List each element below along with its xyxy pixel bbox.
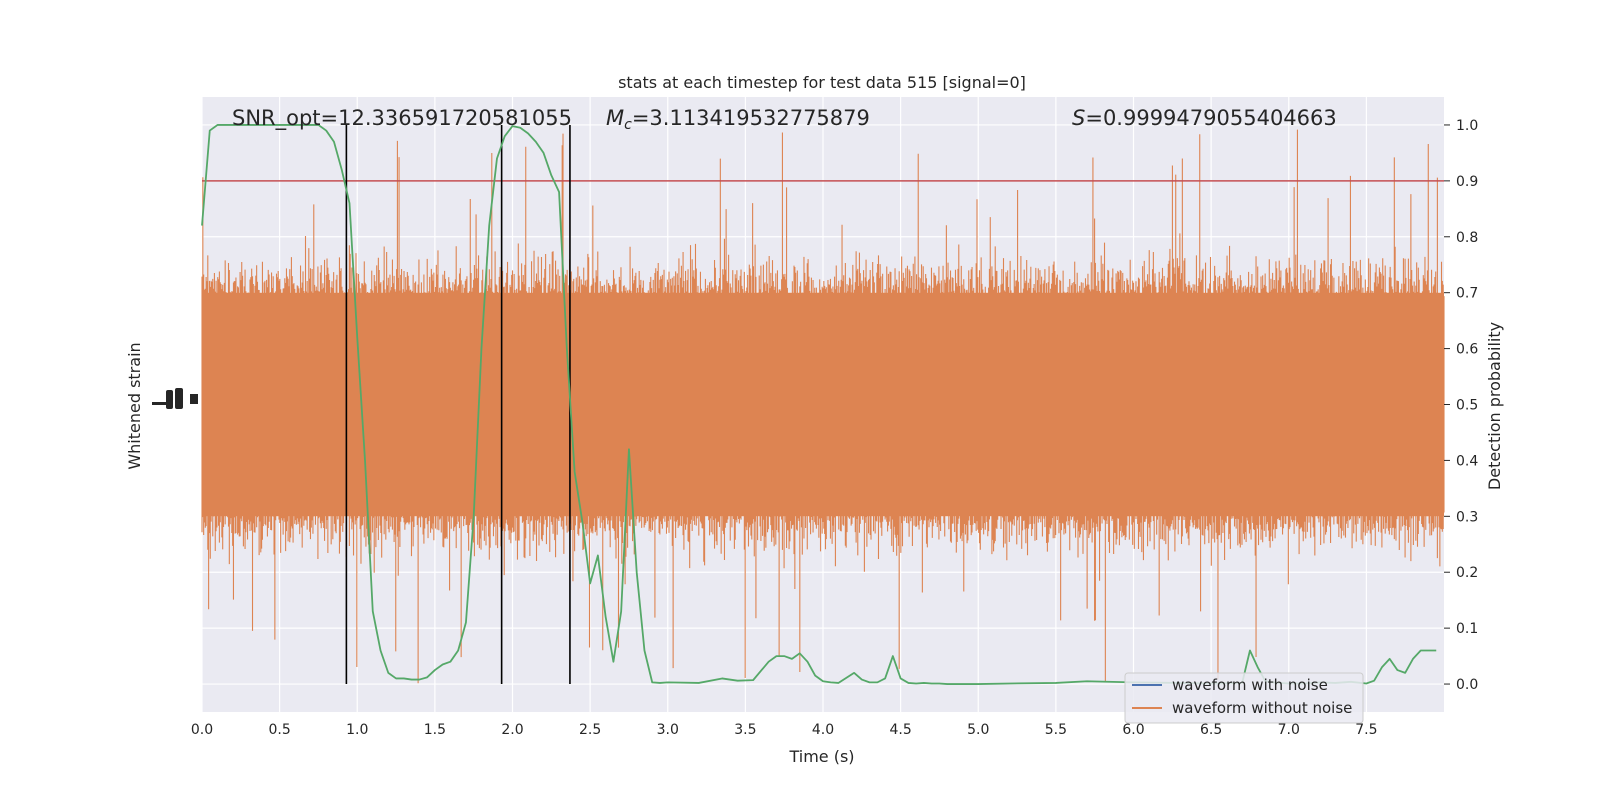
x-tick-label: 0.0 — [191, 722, 213, 738]
y-right-tick-label: 0.5 — [1456, 398, 1478, 414]
x-tick-label: 2.0 — [501, 722, 523, 738]
y-axis-label-right: Detection probability — [1485, 322, 1504, 490]
legend-label-with-noise: waveform with noise — [1172, 676, 1328, 694]
x-tick-label: 6.5 — [1200, 722, 1222, 738]
x-tick-label: 7.0 — [1278, 722, 1300, 738]
y-right-tick-labels: 0.0 0.1 0.2 0.3 0.4 0.5 0.6 0.7 0.8 0.9 1.0 — [1444, 118, 1478, 693]
x-tick-label: 2.5 — [579, 722, 601, 738]
x-tick-label: 4.5 — [889, 722, 911, 738]
legend-box — [1124, 672, 1364, 724]
y-right-tick-label: 1.0 — [1456, 118, 1478, 134]
x-tick-label: 7.5 — [1355, 722, 1377, 738]
y-right-tick-label: 0.3 — [1456, 509, 1478, 525]
legend: waveform with noise waveform without noi… — [1124, 672, 1364, 724]
detection-probability-line — [201, 124, 1437, 685]
y-right-tick-label: 0.8 — [1456, 230, 1478, 246]
mc-annotation: Mc=3.113419532775879 — [606, 106, 870, 133]
x-tick-label: 4.0 — [812, 722, 834, 738]
y-axis-label-left: Whitened strain — [125, 342, 144, 469]
legend-label-without-noise: waveform without noise — [1172, 699, 1352, 717]
x-tick-label: 6.0 — [1122, 722, 1144, 738]
x-tick-label: 0.5 — [268, 722, 290, 738]
x-tick-label: 1.5 — [424, 722, 446, 738]
x-tick-label: 1.0 — [346, 722, 368, 738]
x-tick-label: 3.5 — [734, 722, 756, 738]
probability-series — [201, 124, 1437, 685]
x-axis-label: Time (s) — [788, 747, 854, 766]
x-tick-label: 5.0 — [967, 722, 989, 738]
y-right-tick-label: 0.2 — [1456, 565, 1478, 581]
x-tick-labels: 0.0 0.5 1.0 1.5 2.0 2.5 3.0 3.5 4.0 4.5 5.0 5.5 6.0 6… — [191, 722, 1378, 738]
strain-band — [201, 129, 1445, 684]
y-right-tick-label: 0.7 — [1456, 286, 1478, 302]
y-right-tick-label: 0.1 — [1456, 621, 1478, 637]
y-right-tick-label: 0.6 — [1456, 342, 1478, 358]
left-axis-squashed-ticks — [152, 388, 198, 409]
y-right-tick-label: 0.4 — [1456, 453, 1478, 469]
snr-annotation: SNR_opt=12.336591720581055 — [232, 106, 572, 131]
chart-title: stats at each timestep for test data 515… — [618, 73, 1026, 92]
x-tick-label: 3.0 — [657, 722, 679, 738]
x-tick-label: 5.5 — [1045, 722, 1067, 738]
s-annotation: S=0.9999479055404663 — [1072, 106, 1337, 130]
y-right-tick-label: 0.9 — [1456, 174, 1478, 190]
y-right-tick-label: 0.0 — [1456, 677, 1478, 693]
